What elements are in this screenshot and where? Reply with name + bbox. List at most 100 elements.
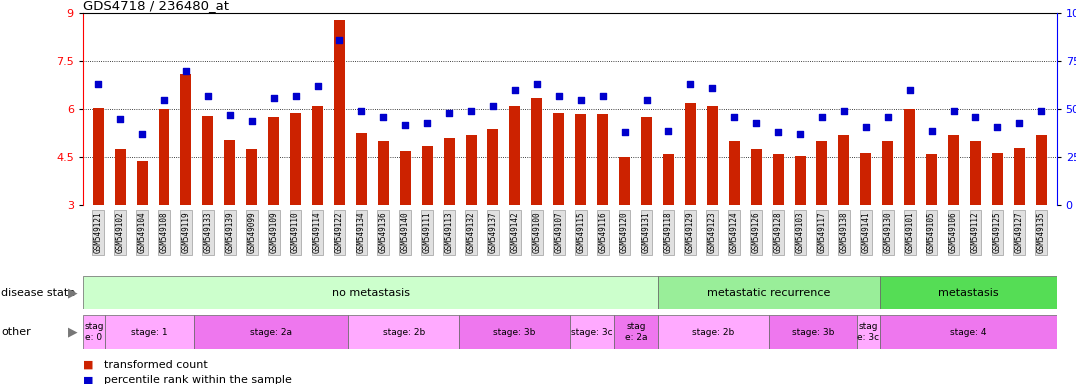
Text: no metastasis: no metastasis	[331, 288, 410, 298]
Bar	[83, 276, 659, 309]
Point	[989, 124, 1006, 130]
Text: stage: 3b: stage: 3b	[792, 328, 834, 337]
Text: ■: ■	[83, 360, 94, 370]
Point	[792, 131, 809, 137]
Bar	[948, 135, 959, 205]
Point	[572, 97, 590, 103]
Bar	[861, 152, 872, 205]
Point	[638, 97, 655, 103]
Point	[835, 108, 852, 114]
Bar	[926, 154, 937, 205]
Bar	[312, 106, 323, 205]
Point	[615, 129, 633, 136]
Point	[901, 87, 918, 93]
Text: stage: 2b: stage: 2b	[693, 328, 735, 337]
Text: stage: 2a: stage: 2a	[250, 328, 292, 337]
Text: disease state: disease state	[1, 288, 75, 298]
Bar	[400, 151, 411, 205]
Text: ▶: ▶	[69, 326, 77, 339]
Point	[660, 127, 677, 134]
Bar	[115, 149, 126, 205]
Point	[484, 103, 501, 109]
Bar	[838, 135, 849, 205]
Text: GDS4718 / 236480_at: GDS4718 / 236480_at	[83, 0, 229, 12]
Bar	[817, 141, 827, 205]
Point	[397, 122, 414, 128]
Text: percentile rank within the sample: percentile rank within the sample	[104, 375, 293, 384]
Bar	[1036, 135, 1047, 205]
Point	[682, 81, 699, 88]
Bar	[202, 116, 213, 205]
Point	[178, 68, 195, 74]
Point	[309, 83, 326, 89]
Point	[353, 108, 370, 114]
Text: stage: 4: stage: 4	[950, 328, 987, 337]
Point	[923, 127, 940, 134]
Text: metastasis: metastasis	[938, 288, 999, 298]
Bar	[576, 114, 586, 205]
Bar	[570, 315, 614, 349]
Bar	[532, 98, 542, 205]
Bar	[794, 156, 806, 205]
Bar	[858, 315, 879, 349]
Bar	[334, 20, 345, 205]
Point	[858, 124, 875, 130]
Bar	[158, 109, 170, 205]
Text: stag
e: 0: stag e: 0	[84, 323, 103, 342]
Bar	[879, 276, 1057, 309]
Bar	[904, 109, 916, 205]
Point	[769, 129, 787, 136]
Point	[199, 93, 216, 99]
Point	[1033, 108, 1050, 114]
Point	[813, 114, 831, 120]
Bar	[553, 113, 564, 205]
Text: metastatic recurrence: metastatic recurrence	[707, 288, 831, 298]
Text: stage: 1: stage: 1	[131, 328, 168, 337]
Point	[287, 93, 305, 99]
Bar	[879, 315, 1057, 349]
Point	[1010, 120, 1028, 126]
Point	[112, 116, 129, 122]
Bar	[1014, 148, 1024, 205]
Text: stage: 2b: stage: 2b	[383, 328, 425, 337]
Bar	[597, 114, 608, 205]
Point	[550, 93, 567, 99]
Bar	[663, 154, 674, 205]
Bar	[443, 138, 454, 205]
Point	[945, 108, 962, 114]
Point	[879, 114, 896, 120]
Point	[440, 110, 457, 116]
Text: transformed count: transformed count	[104, 360, 208, 370]
Bar	[641, 118, 652, 205]
Point	[155, 97, 172, 103]
Bar	[685, 103, 696, 205]
Point	[463, 108, 480, 114]
Point	[725, 114, 742, 120]
Bar	[751, 149, 762, 205]
Bar	[224, 140, 236, 205]
Bar	[969, 141, 981, 205]
Bar	[137, 161, 147, 205]
Text: other: other	[1, 327, 31, 337]
Point	[419, 120, 436, 126]
Point	[243, 118, 260, 124]
Bar	[773, 154, 783, 205]
Bar	[181, 74, 192, 205]
Bar	[509, 106, 521, 205]
Bar	[487, 129, 498, 205]
Point	[265, 95, 282, 101]
Bar	[268, 118, 279, 205]
Bar	[659, 315, 769, 349]
Point	[133, 131, 151, 137]
Bar	[422, 146, 433, 205]
Bar	[992, 152, 1003, 205]
Bar	[105, 315, 194, 349]
Text: stag
e: 3c: stag e: 3c	[858, 323, 879, 342]
Point	[330, 37, 348, 43]
Text: stage: 3b: stage: 3b	[493, 328, 536, 337]
Bar	[619, 157, 631, 205]
Text: ■: ■	[83, 375, 94, 384]
Bar	[246, 149, 257, 205]
Point	[89, 81, 107, 88]
Bar	[466, 135, 477, 205]
